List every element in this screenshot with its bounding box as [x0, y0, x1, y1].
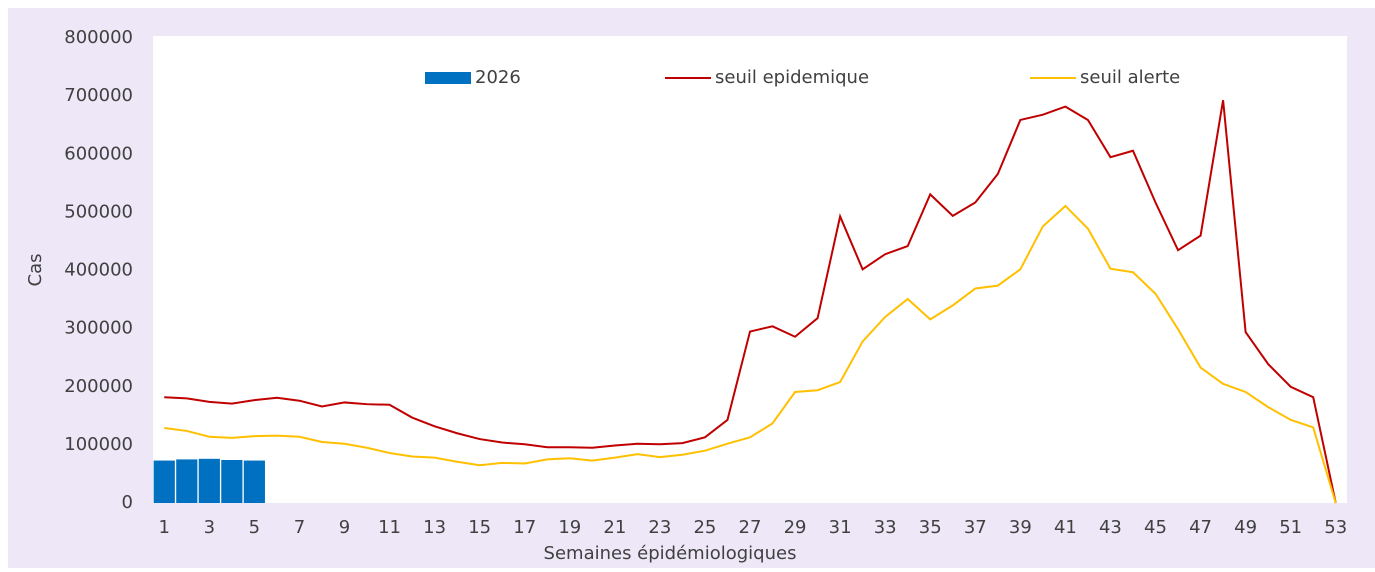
- x-tick-label: 7: [294, 517, 305, 538]
- bar: [153, 460, 175, 503]
- x-tick-label: 3: [204, 517, 215, 538]
- legend-label: seuil alerte: [1080, 67, 1180, 88]
- y-tick-label: 0: [122, 492, 133, 513]
- bar: [243, 460, 265, 503]
- y-tick-label: 800000: [64, 27, 133, 48]
- x-tick-label: 21: [603, 517, 626, 538]
- y-axis-label: Cas: [25, 254, 46, 287]
- x-tick-label: 15: [468, 517, 491, 538]
- y-tick-label: 100000: [64, 434, 133, 455]
- legend-label: 2026: [475, 67, 521, 88]
- x-tick-label: 9: [339, 517, 350, 538]
- x-tick-label: 47: [1189, 517, 1212, 538]
- x-tick-label: 33: [874, 517, 897, 538]
- x-tick-label: 51: [1279, 517, 1302, 538]
- x-tick-label: 17: [513, 517, 536, 538]
- x-tick-label: 23: [648, 517, 671, 538]
- x-tick-label: 1: [159, 517, 170, 538]
- x-tick-label: 43: [1099, 517, 1122, 538]
- x-tick-label: 35: [919, 517, 942, 538]
- bar: [176, 459, 198, 503]
- x-tick-label: 41: [1054, 517, 1077, 538]
- bar: [198, 458, 220, 503]
- y-tick-label: 600000: [64, 143, 133, 164]
- y-tick-label: 200000: [64, 376, 133, 397]
- x-tick-label: 19: [558, 517, 581, 538]
- legend-label: seuil epidemique: [715, 67, 869, 88]
- x-tick-label: 39: [1009, 517, 1032, 538]
- x-tick-label: 25: [693, 517, 716, 538]
- x-tick-label: 37: [964, 517, 987, 538]
- plot-area: [153, 36, 1347, 503]
- x-tick-label: 13: [423, 517, 446, 538]
- x-tick-label: 45: [1144, 517, 1167, 538]
- x-tick-label: 53: [1324, 517, 1347, 538]
- bar: [221, 459, 243, 503]
- x-tick-label: 11: [378, 517, 401, 538]
- x-tick-label: 29: [784, 517, 807, 538]
- x-tick-label: 27: [739, 517, 762, 538]
- x-axis-label: Semaines épidémiologiques: [544, 543, 797, 564]
- x-tick-label: 5: [249, 517, 260, 538]
- y-tick-label: 300000: [64, 318, 133, 339]
- line: [164, 100, 1337, 504]
- x-tick-label: 31: [829, 517, 852, 538]
- x-tick-label: 49: [1234, 517, 1257, 538]
- y-tick-label: 700000: [64, 85, 133, 106]
- y-tick-label: 400000: [64, 260, 133, 281]
- legend-swatch: [425, 72, 471, 84]
- line: [164, 204, 1337, 504]
- y-tick-label: 500000: [64, 201, 133, 222]
